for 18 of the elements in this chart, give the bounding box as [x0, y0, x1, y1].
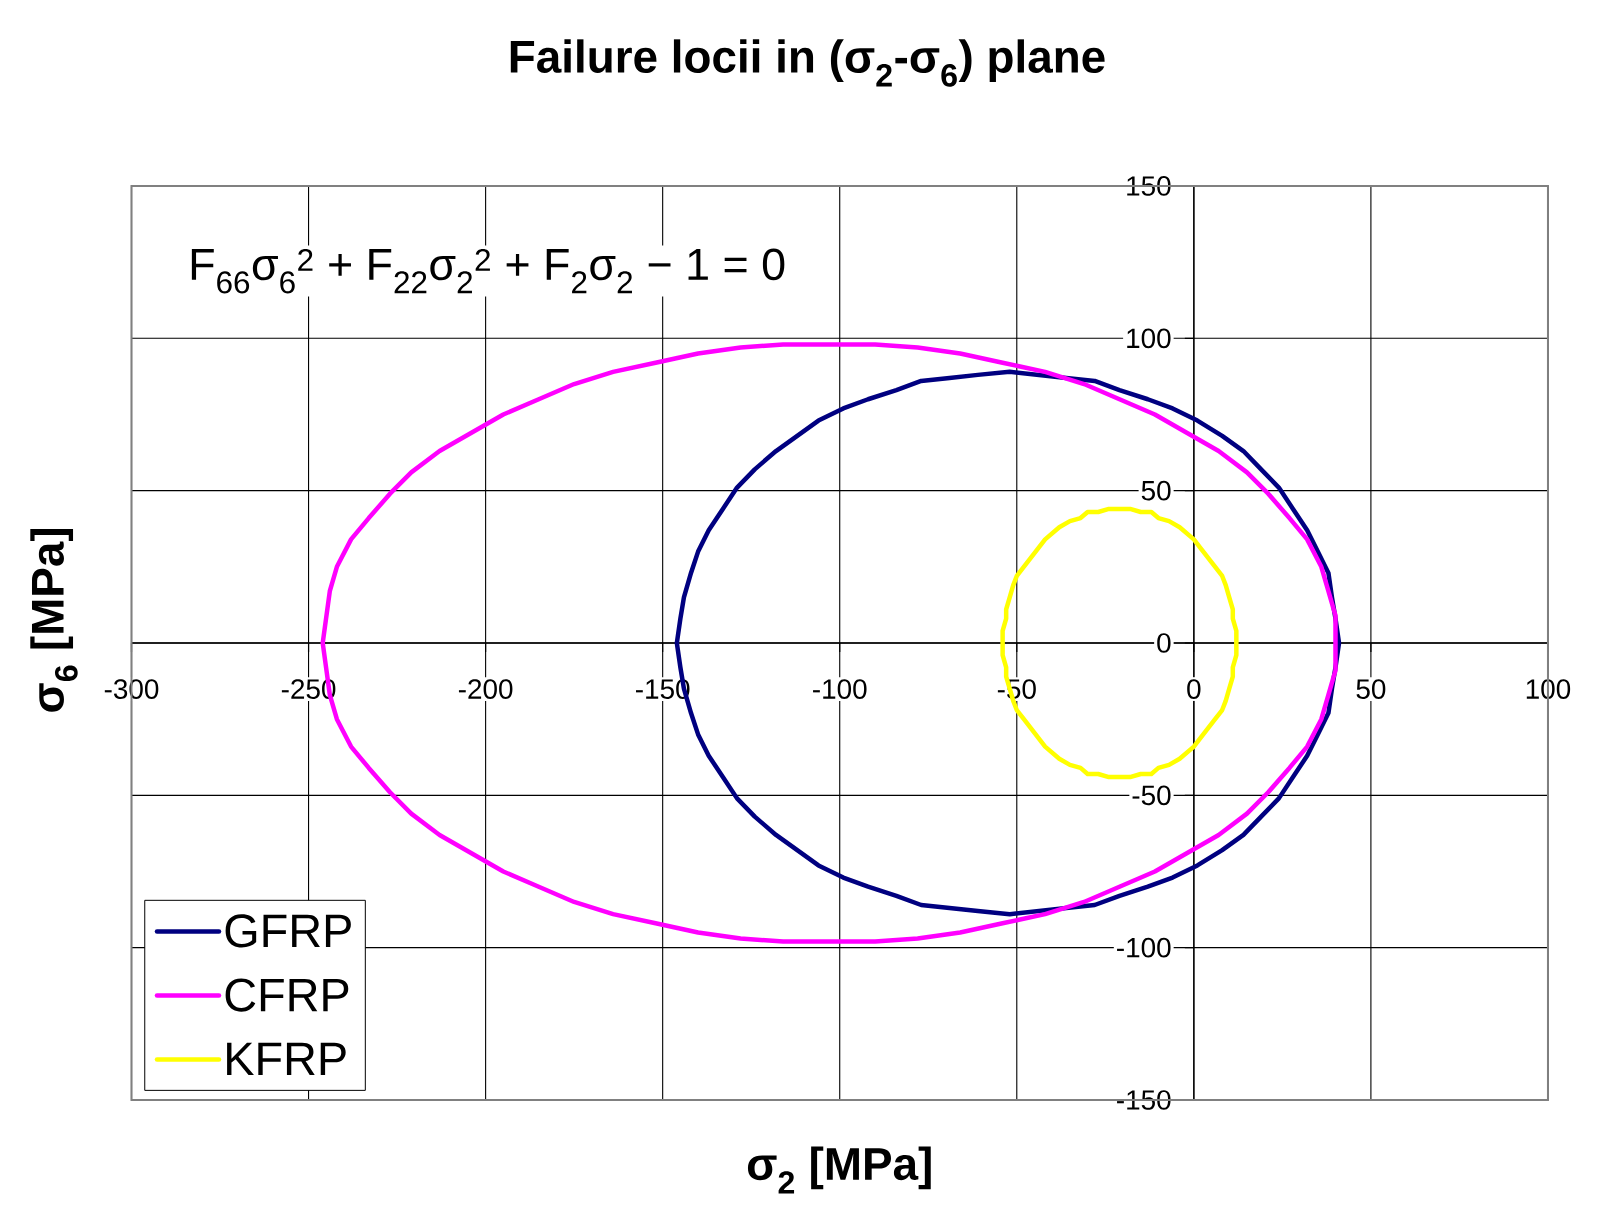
x-tick-label: -200: [458, 679, 513, 699]
chart-title: Failure locii in (σ$_{2}$-σ$_{6}$) plane: [510, 39, 1105, 87]
legend-label: GFRP: [225, 914, 351, 948]
y-axis-title: σ$_{6}$ [MPa]: [30, 528, 78, 712]
x-tick-label: -300: [104, 679, 159, 699]
x-tick-label: 50: [1356, 679, 1386, 699]
legend-label: KFRP: [227, 1042, 346, 1075]
legend-label: CFRP: [225, 978, 349, 1012]
x-tick-label: -100: [813, 679, 867, 699]
text: F$_{66}$σ$_{6}$$^{2}$ + F$_{22}$σ$_{2}$$^{2}$ + F$_{2}$σ$_{2}$ − 1 = 0: [191, 248, 785, 294]
x-tick-label: 0: [1187, 679, 1201, 699]
x-tick-label: 100: [1526, 679, 1571, 699]
y-tick-label: 100: [1127, 328, 1171, 349]
y-tick-label: -50: [1132, 785, 1171, 806]
y-tick-label: 50: [1141, 480, 1171, 501]
y-tick-label: -100: [1117, 937, 1171, 958]
y-tick-label: 0: [1157, 633, 1171, 653]
x-axis-title: σ$_{2}$ [MPa]: [747, 1146, 931, 1194]
